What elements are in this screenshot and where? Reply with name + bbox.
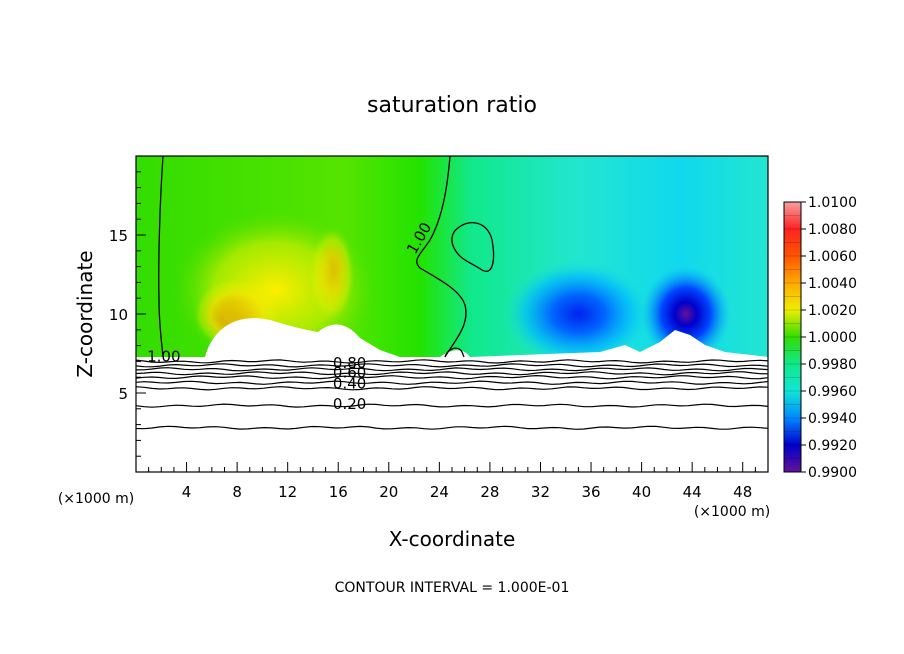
ground-contour-7 [136, 386, 768, 391]
x-unit-right: (×1000 m) [694, 504, 770, 520]
colorbar-label: 1.0100 [808, 195, 857, 211]
ground-contour-8 [136, 403, 768, 408]
ground-contour-6 [136, 380, 768, 385]
colorbar-label: 0.9900 [808, 465, 857, 481]
contour-label-4: 0.60 [333, 363, 366, 381]
colorbar-fill [784, 202, 801, 472]
x-tick-label: 44 [683, 483, 702, 501]
colorbar-label: 0.9980 [808, 357, 857, 373]
ground-contour-9 [136, 425, 768, 430]
contour-line-1-00-west [158, 156, 164, 358]
color-field [136, 156, 768, 472]
ground-contour-lines [136, 359, 768, 430]
ground-contour-4 [136, 371, 768, 376]
x-tick-label: 40 [632, 483, 651, 501]
colorbar-label: 1.0040 [808, 276, 857, 292]
colorbar-label: 0.9920 [808, 438, 857, 454]
colorbar-label: 0.9960 [808, 384, 857, 400]
contour-line-1-00-small [444, 347, 465, 358]
x-tick-label: 16 [329, 483, 348, 501]
colorbar-label: 1.0060 [808, 249, 857, 265]
ground-contour-2 [136, 363, 768, 368]
saturation-feature-4 [502, 258, 655, 370]
y-tick-label: 5 [118, 385, 128, 403]
contour-interval-note: CONTOUR INTERVAL = 1.000E-01 [335, 580, 570, 596]
cloud-base-blank [136, 318, 768, 472]
contour-line-1-00-loop [451, 222, 495, 272]
y-axis: 5 10 15 [109, 171, 146, 457]
ground-contour-1 [136, 359, 768, 364]
x-tick-label: 12 [278, 483, 297, 501]
x-tick-label: 48 [733, 483, 752, 501]
ground-contour-5 [136, 374, 768, 380]
y-tick-label: 15 [109, 227, 128, 245]
contour-label-3: 0.80 [333, 354, 366, 372]
colorbar-label: 1.0000 [808, 330, 857, 346]
saturation-feature-5 [641, 266, 731, 362]
x-tick-label: 8 [232, 483, 242, 501]
contour-label-6: 0.20 [333, 395, 366, 413]
x-tick-label: 4 [182, 483, 192, 501]
y-axis-label: Z-coordinate [73, 250, 97, 377]
contour-label-2: 1.00 [147, 348, 180, 366]
x-tick-label: 36 [581, 483, 600, 501]
chart-title: saturation ratio [367, 93, 537, 118]
ground-contour-3 [136, 367, 768, 372]
x-unit-left: (×1000 m) [58, 491, 134, 507]
x-tick-label: 28 [480, 483, 499, 501]
y-tick-label: 10 [109, 306, 128, 324]
x-tick-label: 20 [379, 483, 398, 501]
x-axis: 4 8 12 16 20 24 28 32 36 40 44 48 [148, 462, 756, 501]
x-axis-label: X-coordinate [389, 527, 516, 551]
colorbar-label: 1.0080 [808, 222, 857, 238]
contour-line-1-00-central [416, 156, 467, 358]
colorbar: 1.0100 1.0080 1.0060 1.0040 1.0020 1.0000 0.99… [783, 195, 857, 481]
contour-label-5: 0.40 [333, 375, 366, 393]
x-tick-label: 32 [531, 483, 550, 501]
colorbar-label: 0.9940 [808, 411, 857, 427]
x-tick-label: 24 [430, 483, 449, 501]
colorbar-label: 1.0020 [808, 303, 857, 319]
